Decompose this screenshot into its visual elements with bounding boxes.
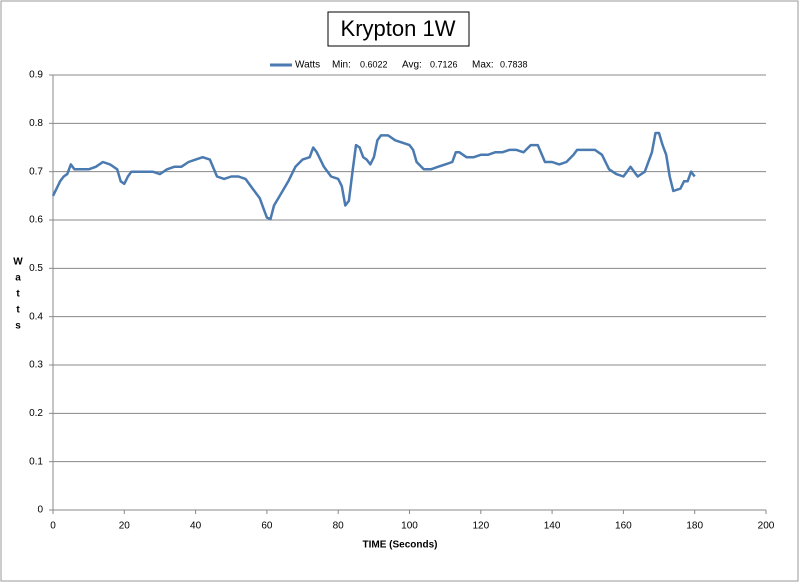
x-tick-label: 80: [333, 521, 345, 532]
legend-stat: Max:: [472, 60, 494, 71]
x-tick-label: 200: [758, 521, 775, 532]
y-tick-label: 0.5: [29, 263, 43, 274]
y-tick-label: 0.6: [29, 215, 43, 226]
y-axis-label-letter: a: [15, 273, 21, 284]
x-tick-label: 180: [686, 521, 703, 532]
y-tick-label: 0.2: [29, 408, 43, 419]
x-tick-label: 160: [615, 521, 632, 532]
x-tick-label: 20: [119, 521, 131, 532]
x-tick-label: 0: [50, 521, 56, 532]
x-tick-label: 40: [190, 521, 202, 532]
y-axis-label-letter: W: [13, 257, 23, 268]
y-tick-label: 0.4: [29, 311, 43, 322]
y-tick-label: 0.9: [29, 70, 43, 81]
legend-stat: 0.7126: [430, 59, 458, 69]
data-line: [51, 131, 696, 221]
x-axis-label: TIME (Seconds): [362, 540, 437, 551]
y-tick-label: 0.8: [29, 118, 43, 129]
x-tick-label: 120: [472, 521, 489, 532]
y-tick-label: 0: [37, 505, 43, 516]
y-axis-label-letter: s: [15, 321, 21, 332]
y-axis-label-letter: t: [16, 305, 20, 316]
title-box: [327, 11, 470, 47]
legend-stat: Avg:: [402, 60, 422, 71]
y-tick-label: 0.1: [29, 456, 43, 467]
chart-title: Krypton 1W: [341, 16, 456, 41]
y-tick-label: 0.7: [29, 166, 43, 177]
x-tick-label: 60: [261, 521, 273, 532]
y-axis-label-letter: t: [16, 289, 20, 300]
legend-stat: 0.6022: [360, 59, 388, 69]
legend-stat: 0.7838: [500, 59, 528, 69]
legend-stat: Min:: [332, 60, 351, 71]
y-tick-label: 0.3: [29, 360, 43, 371]
x-tick-label: 100: [401, 521, 418, 532]
x-tick-label: 140: [544, 521, 561, 532]
legend-label: Watts: [295, 60, 320, 71]
